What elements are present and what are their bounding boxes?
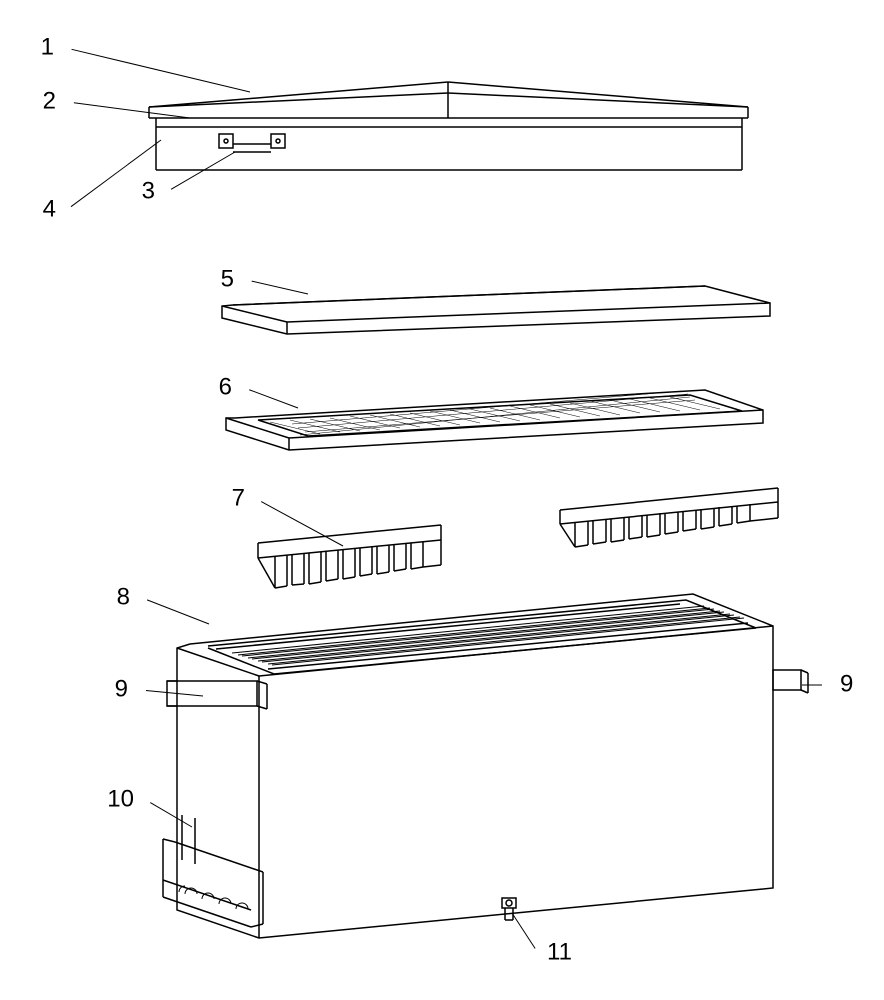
callout-label: 4 [43,195,56,222]
callout-label: 11 [547,938,572,965]
callout-label: 8 [117,583,130,610]
callout-label: 6 [219,373,232,400]
callout-label: 3 [142,177,155,204]
callout-label: 1 [41,33,54,60]
callout-label: 10 [107,785,134,812]
callout-label: 9 [115,675,128,702]
callout-label: 5 [221,265,234,292]
callout-label: 9 [840,670,853,697]
callout-label: 2 [43,87,56,114]
callout-label: 7 [232,484,245,511]
